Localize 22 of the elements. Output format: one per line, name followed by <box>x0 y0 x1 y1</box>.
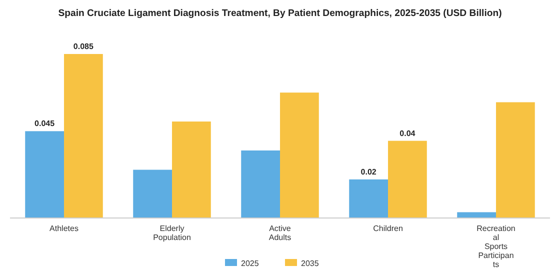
x-tick-label: Children <box>373 224 403 233</box>
chart-title: Spain Cruciate Ligament Diagnosis Treatment, By Patient Demographics, 2025-2035 (USD Billion) <box>58 8 502 19</box>
legend-label: 2025 <box>241 259 260 268</box>
data-label: 0.085 <box>73 42 94 51</box>
bar <box>280 92 319 218</box>
bar <box>64 54 103 218</box>
bar <box>133 170 172 218</box>
x-tick-label: Elderly Population <box>153 224 191 242</box>
bar <box>496 102 535 218</box>
bar <box>172 122 211 218</box>
bar <box>457 212 496 218</box>
bar <box>25 131 64 218</box>
legend-label: 2035 <box>301 259 320 268</box>
data-label: 0.045 <box>34 119 56 128</box>
data-label: 0.02 <box>360 167 377 176</box>
data-label: 0.04 <box>400 128 416 138</box>
bar <box>349 179 388 218</box>
x-tick-label: Athletes <box>50 224 78 233</box>
bar <box>388 140 427 218</box>
bar <box>241 150 280 218</box>
x-tick-label: Active Adults <box>268 224 292 242</box>
x-tick-label: Recreational Sports Participants <box>476 224 516 269</box>
